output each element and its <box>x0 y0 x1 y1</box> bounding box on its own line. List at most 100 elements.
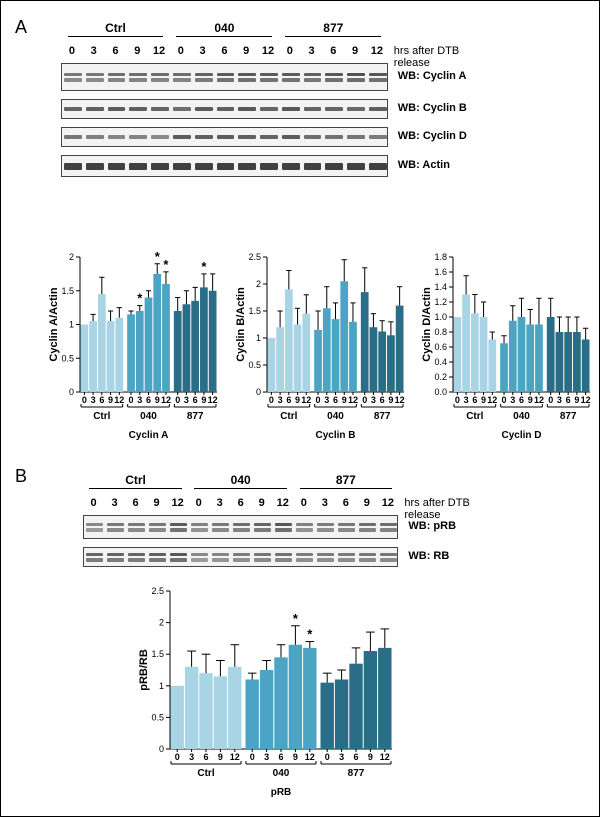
svg-text:3: 3 <box>264 752 269 762</box>
svg-text:*: * <box>163 257 169 272</box>
blot-label: WB: Actin <box>398 159 450 171</box>
svg-text:6: 6 <box>193 395 198 405</box>
blot-label: WB: RB <box>408 550 449 562</box>
svg-text:Cyclin A: Cyclin A <box>129 430 169 441</box>
svg-text:2: 2 <box>159 618 164 628</box>
group-label: Ctrl <box>61 21 170 35</box>
svg-text:0: 0 <box>175 752 180 762</box>
svg-text:9: 9 <box>528 395 533 405</box>
svg-text:2.5: 2.5 <box>248 252 261 262</box>
timepoint-label: 12 <box>167 497 188 509</box>
group-label: 877 <box>279 21 388 35</box>
blot-strip-cyclin-b <box>61 99 388 119</box>
timepoint-label: 3 <box>83 45 105 57</box>
svg-text:*: * <box>137 291 143 306</box>
svg-text:Ctrl: Ctrl <box>197 768 214 779</box>
svg-text:3: 3 <box>339 752 344 762</box>
svg-text:1.5: 1.5 <box>248 306 261 316</box>
svg-text:Cyclin B: Cyclin B <box>315 430 355 441</box>
svg-text:040: 040 <box>513 411 530 422</box>
group-label: 040 <box>170 21 279 35</box>
svg-text:0.8: 0.8 <box>434 327 447 337</box>
svg-text:0.2: 0.2 <box>434 372 447 382</box>
timepoint-label: 12 <box>366 45 388 57</box>
group-label: Ctrl <box>83 473 188 487</box>
svg-text:1.2: 1.2 <box>434 297 447 307</box>
group-bracket <box>300 488 393 494</box>
svg-text:pRB: pRB <box>271 787 292 798</box>
svg-text:3: 3 <box>371 395 376 405</box>
blot-strip-cyclin-d <box>61 127 388 147</box>
svg-text:1: 1 <box>69 320 74 330</box>
svg-text:Ctrl: Ctrl <box>466 411 483 422</box>
timepoint-label: 12 <box>148 45 170 57</box>
svg-text:6: 6 <box>472 395 477 405</box>
svg-text:1.0: 1.0 <box>434 312 447 322</box>
blot-strip-cyclin-a <box>61 63 388 91</box>
svg-text:Cyclin D: Cyclin D <box>501 430 541 441</box>
svg-text:12: 12 <box>114 395 124 405</box>
svg-text:12: 12 <box>487 395 497 405</box>
svg-text:2: 2 <box>69 252 74 262</box>
group-bracket <box>89 488 182 494</box>
blot-strip-rb <box>83 547 398 567</box>
svg-text:6: 6 <box>278 752 283 762</box>
svg-text:0: 0 <box>129 395 134 405</box>
figure-container: A B Ctrl040877036912036912036912hrs afte… <box>0 0 600 817</box>
group-bracket <box>68 36 164 42</box>
timepoint-label: 9 <box>251 497 272 509</box>
timepoint-label: 0 <box>188 497 209 509</box>
svg-text:0.5: 0.5 <box>151 712 164 722</box>
panel-a-blots: Ctrl040877036912036912036912hrs after DT… <box>61 23 491 185</box>
svg-text:Ctrl: Ctrl <box>93 411 110 422</box>
svg-text:*: * <box>293 611 299 626</box>
blot-label: WB: Cyclin B <box>398 102 467 114</box>
svg-text:0.6: 0.6 <box>434 342 447 352</box>
timepoint-label: 0 <box>83 497 104 509</box>
svg-text:3: 3 <box>137 395 142 405</box>
svg-text:0.5: 0.5 <box>248 360 261 370</box>
svg-text:12: 12 <box>348 395 358 405</box>
svg-text:0: 0 <box>269 395 274 405</box>
svg-text:12: 12 <box>301 395 311 405</box>
svg-text:9: 9 <box>388 395 393 405</box>
svg-text:0.4: 0.4 <box>434 357 447 367</box>
svg-text:1.8: 1.8 <box>434 252 447 262</box>
svg-text:3: 3 <box>510 395 515 405</box>
timepoint-label: 3 <box>301 45 323 57</box>
svg-text:0: 0 <box>502 395 507 405</box>
timepoint-label: 3 <box>104 497 125 509</box>
chart-prb: 00.511.522.5pRB/RB**036912Ctrl0369120400… <box>136 583 396 801</box>
svg-text:0: 0 <box>175 395 180 405</box>
timepoint-label: 12 <box>257 45 279 57</box>
timepoint-label: 6 <box>125 497 146 509</box>
svg-text:9: 9 <box>108 395 113 405</box>
svg-text:3: 3 <box>278 395 283 405</box>
svg-text:6: 6 <box>203 752 208 762</box>
svg-text:877: 877 <box>560 411 577 422</box>
timepoint-label: 3 <box>314 497 335 509</box>
svg-text:9: 9 <box>342 395 347 405</box>
svg-text:6: 6 <box>146 395 151 405</box>
svg-text:0: 0 <box>455 395 460 405</box>
svg-text:1.5: 1.5 <box>151 649 164 659</box>
timepoint-label: 3 <box>192 45 214 57</box>
svg-text:6: 6 <box>99 395 104 405</box>
svg-text:12: 12 <box>534 395 544 405</box>
svg-text:12: 12 <box>208 395 218 405</box>
svg-text:12: 12 <box>161 395 171 405</box>
svg-text:9: 9 <box>218 752 223 762</box>
group-label: 877 <box>293 473 398 487</box>
group-bracket <box>285 36 381 42</box>
svg-text:9: 9 <box>574 395 579 405</box>
svg-text:877: 877 <box>348 768 365 779</box>
timepoint-label: 0 <box>293 497 314 509</box>
svg-text:1: 1 <box>159 681 164 691</box>
svg-text:0: 0 <box>250 752 255 762</box>
chart-cyclin-b: 00.511.522.5Cyclin B/Actin036912Ctrl0369… <box>233 249 408 444</box>
svg-text:9: 9 <box>368 752 373 762</box>
timepoint-caption: hrs after DTB release <box>404 497 498 521</box>
svg-text:9: 9 <box>201 395 206 405</box>
timepoint-label: 9 <box>344 45 366 57</box>
svg-text:0: 0 <box>316 395 321 405</box>
